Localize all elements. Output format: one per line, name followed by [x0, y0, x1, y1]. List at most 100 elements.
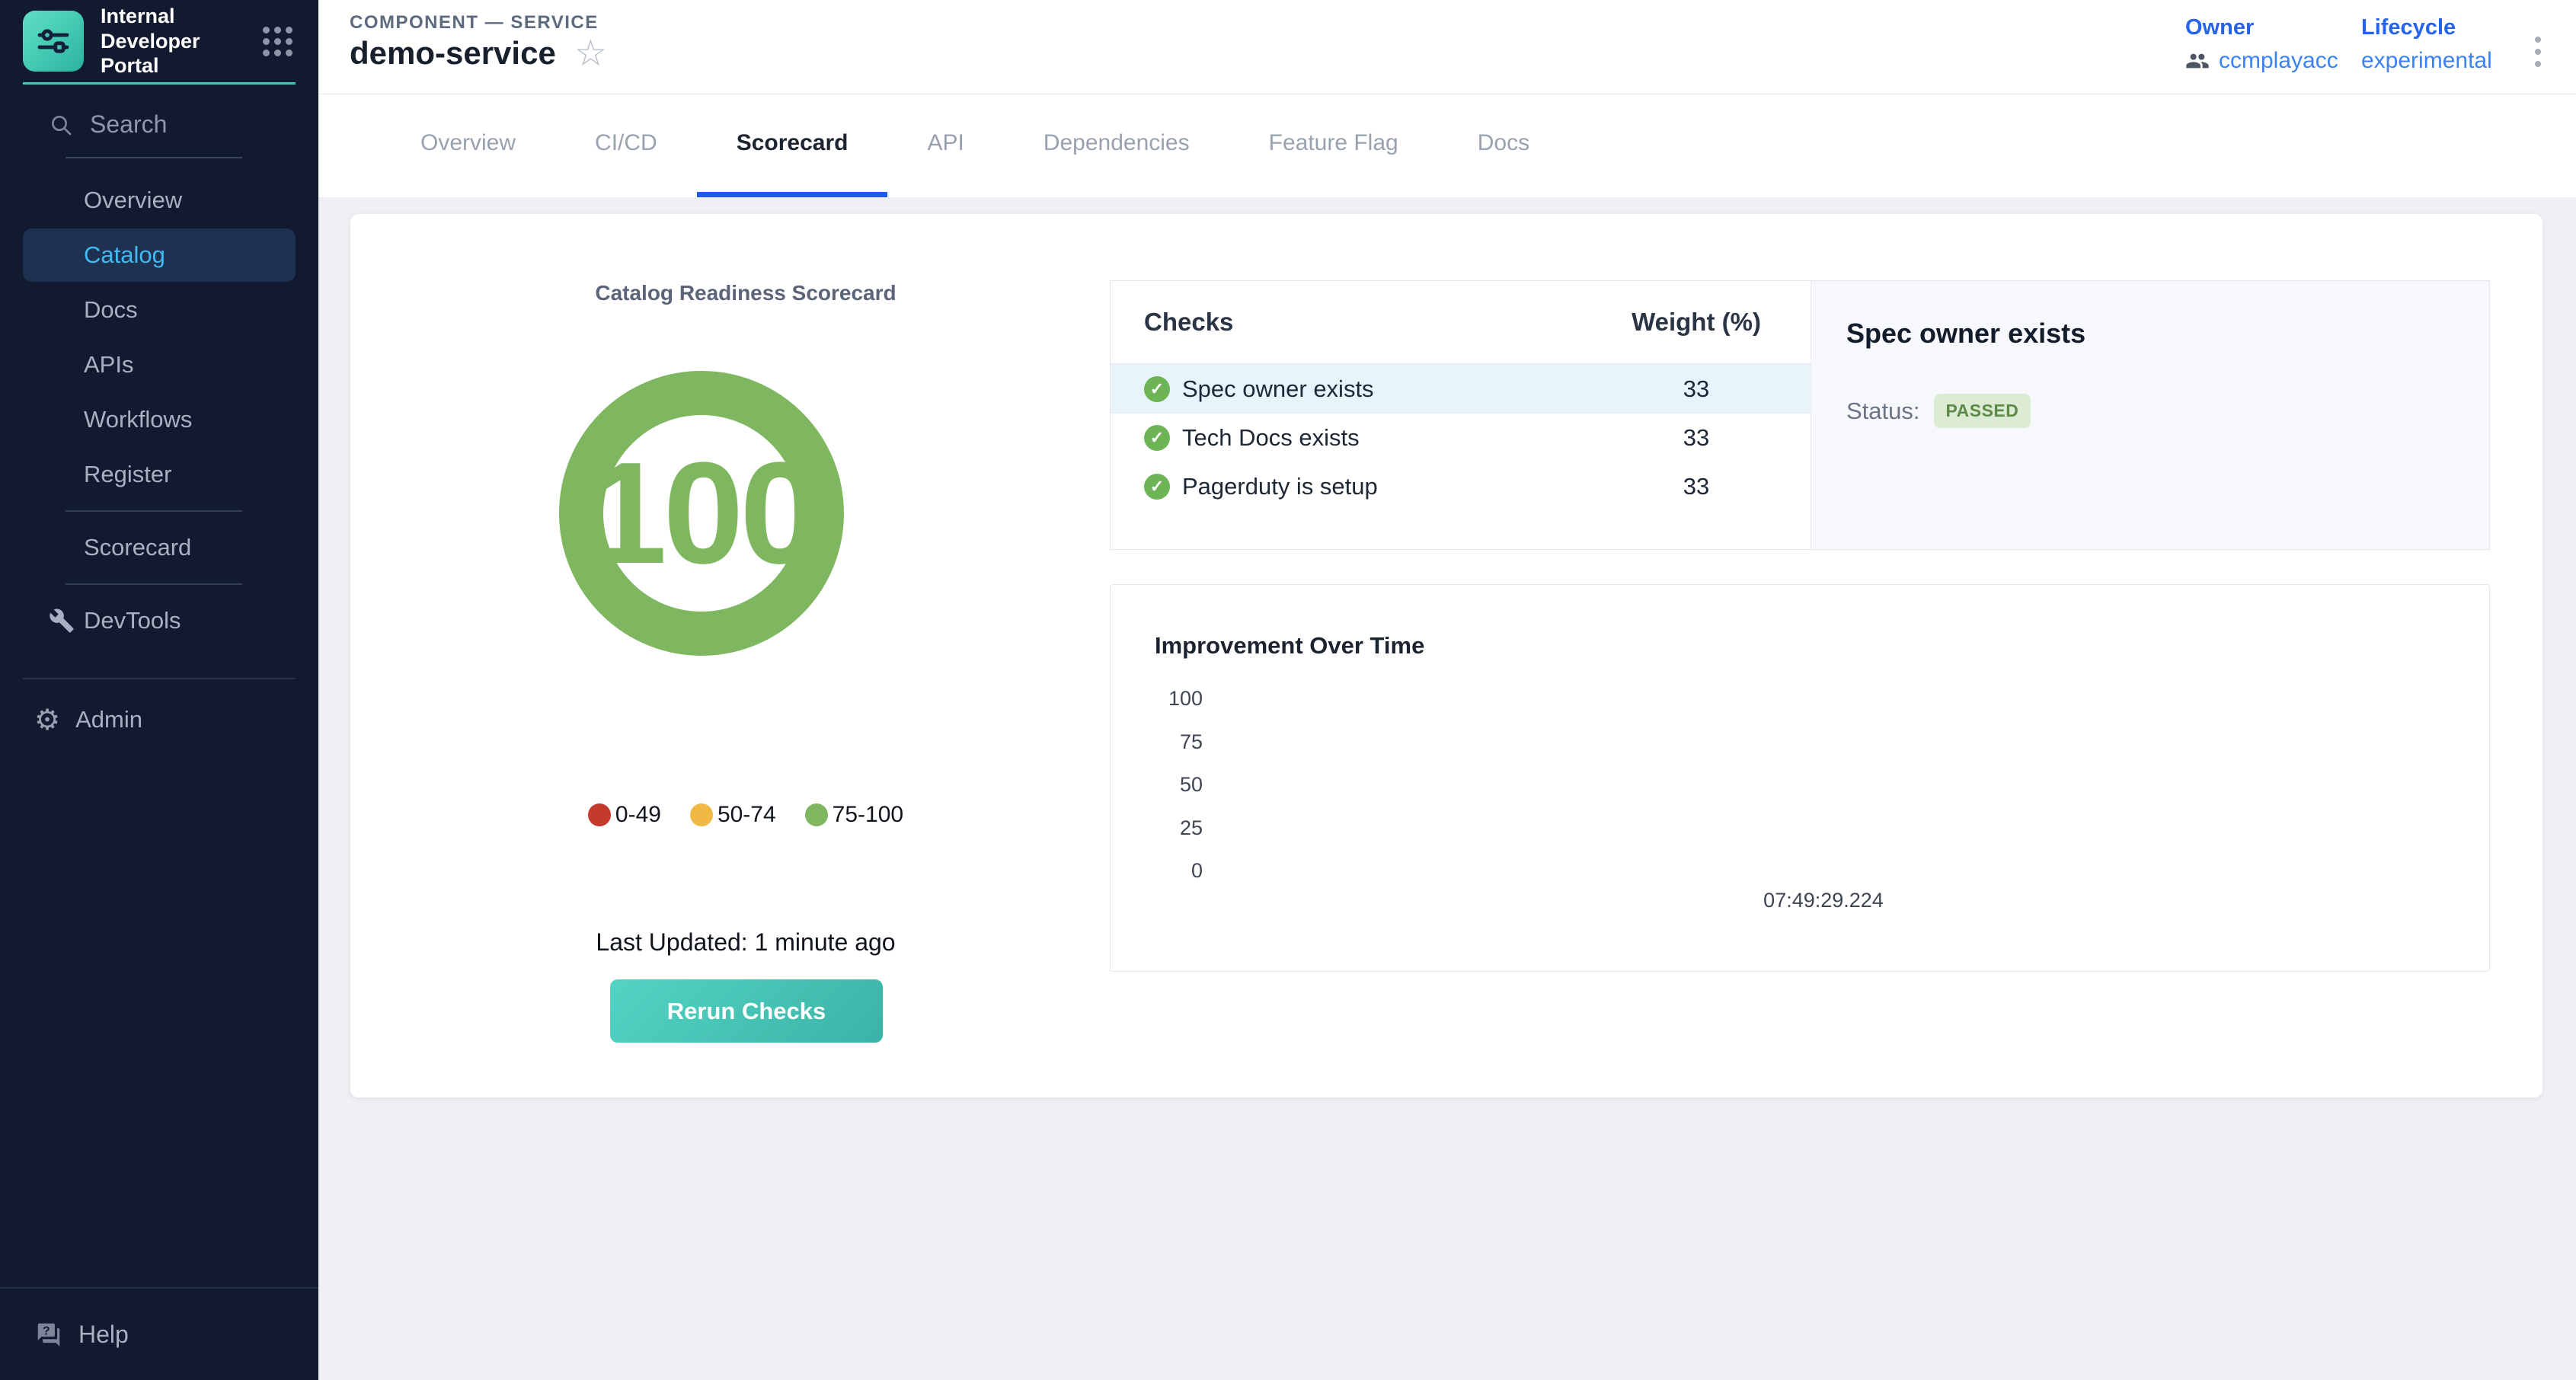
sidebar-item-help[interactable]: ? Help — [0, 1287, 318, 1380]
sidebar: Internal Developer Portal Search Overvie… — [0, 0, 318, 1380]
gauge-title: Catalog Readiness Scorecard — [559, 281, 932, 305]
score-legend: 0-49 50-74 75-100 — [559, 802, 932, 828]
sidebar-item-scorecard[interactable]: Scorecard — [23, 521, 296, 574]
sidebar-item-apis[interactable]: APIs — [23, 338, 296, 391]
page-title: demo-service — [350, 35, 556, 72]
nav-divider — [66, 583, 242, 585]
sidebar-item-devtools[interactable]: DevTools — [23, 594, 296, 647]
score-value: 100 — [586, 430, 817, 596]
more-options-kebab-icon[interactable] — [2532, 34, 2544, 70]
sidebar-item-label: DevTools — [84, 607, 181, 634]
weight-column-header: Weight (%) — [1582, 308, 1811, 337]
tab-dependencies[interactable]: Dependencies — [1004, 94, 1229, 197]
favorite-star-icon[interactable]: ☆ — [574, 35, 607, 72]
legend-dot — [805, 803, 828, 826]
y-tick-label: 25 — [1111, 816, 1203, 840]
legend-label: 0-49 — [615, 802, 661, 828]
check-name: Spec owner exists — [1182, 375, 1374, 403]
chart-title: Improvement Over Time — [1155, 632, 1424, 660]
check-passed-icon: ✓ — [1144, 425, 1170, 451]
check-weight: 33 — [1582, 473, 1811, 500]
rerun-checks-button[interactable]: Rerun Checks — [610, 979, 883, 1043]
sidebar-item-label: Workflows — [84, 406, 192, 433]
tab-api[interactable]: API — [887, 94, 1003, 197]
sidebar-item-docs[interactable]: Docs — [23, 283, 296, 337]
checks-panel: Checks Weight (%) ✓Spec owner exists33✓T… — [1110, 280, 2490, 550]
check-name-cell: ✓ Spec owner exists — [1111, 375, 1582, 403]
owner-label[interactable]: Owner — [2185, 15, 2338, 40]
app-title: Internal Developer Portal — [101, 4, 263, 78]
check-row[interactable]: ✓Tech Docs exists33 — [1111, 414, 1811, 462]
app-logo-block: Internal Developer Portal — [0, 0, 318, 82]
apps-grid-icon[interactable] — [263, 27, 292, 56]
legend-dot — [588, 803, 611, 826]
check-row[interactable]: ✓Pagerduty is setup33 — [1111, 462, 1811, 511]
group-icon — [2185, 49, 2210, 73]
x-tick-label: 07:49:29.224 — [1763, 889, 1884, 912]
sidebar-item-label: Scorecard — [84, 534, 191, 561]
sidebar-item-label: Overview — [84, 187, 182, 214]
check-detail-pane: Spec owner exists Status: PASSED — [1811, 281, 2489, 549]
sidebar-item-label: APIs — [84, 351, 133, 379]
legend-dot — [690, 803, 713, 826]
check-weight: 33 — [1582, 424, 1811, 452]
legend-label: 75-100 — [833, 802, 903, 828]
entity-tabs: OverviewCI/CDScorecardAPIDependenciesFea… — [318, 94, 2576, 197]
tab-overview[interactable]: Overview — [381, 94, 555, 197]
content-area: Catalog Readiness Scorecard 100 0-49 50-7… — [318, 197, 2576, 1380]
sidebar-item-register[interactable]: Register — [23, 448, 296, 501]
last-updated-text: Last Updated: 1 minute ago — [483, 928, 1008, 957]
tab-scorecard[interactable]: Scorecard — [697, 94, 888, 197]
y-tick-label: 50 — [1111, 772, 1203, 797]
sidebar-item-catalog[interactable]: Catalog — [23, 228, 296, 282]
help-chat-icon: ? — [34, 1320, 63, 1349]
sidebar-item-label: Register — [84, 461, 171, 488]
tab-feature-flag[interactable]: Feature Flag — [1229, 94, 1438, 197]
checks-table: Checks Weight (%) ✓Spec owner exists33✓T… — [1111, 281, 1811, 549]
improvement-chart: Improvement Over Time 100755025007:49:29… — [1110, 584, 2490, 972]
svg-text:?: ? — [43, 1325, 50, 1338]
check-passed-icon: ✓ — [1144, 474, 1170, 500]
help-label: Help — [78, 1321, 129, 1349]
lifecycle-label[interactable]: Lifecycle — [2361, 15, 2492, 40]
search-input[interactable]: Search — [0, 110, 318, 139]
wrench-icon — [49, 608, 84, 634]
check-weight: 33 — [1582, 375, 1811, 403]
owner-value-link[interactable]: ccmplayacc — [2185, 48, 2338, 74]
score-gauge: 100 — [559, 371, 844, 656]
sidebar-item-overview[interactable]: Overview — [23, 174, 296, 227]
search-placeholder: Search — [90, 110, 167, 139]
search-divider — [66, 157, 242, 158]
lifecycle-value: experimental — [2361, 48, 2492, 74]
sidebar-item-admin[interactable]: ⚙ Admin — [0, 679, 318, 734]
tab-docs[interactable]: Docs — [1438, 94, 1569, 197]
entity-header: COMPONENT — SERVICE demo-service ☆ Owner… — [318, 0, 2576, 94]
check-name-cell: ✓Pagerduty is setup — [1111, 473, 1582, 500]
owner-block: Owner ccmplayacc — [2185, 15, 2338, 74]
check-row[interactable]: ✓ Spec owner exists 33 — [1111, 365, 1811, 414]
app-logo-icon — [23, 11, 84, 72]
scorecard-card: Catalog Readiness Scorecard 100 0-49 50-7… — [350, 213, 2543, 1098]
lifecycle-block: Lifecycle experimental — [2361, 15, 2492, 74]
tab-ci-cd[interactable]: CI/CD — [555, 94, 697, 197]
checks-column-header: Checks — [1111, 308, 1582, 337]
y-tick-label: 0 — [1111, 858, 1203, 883]
brand-divider — [23, 82, 296, 85]
admin-label: Admin — [75, 706, 142, 733]
legend-item: 50-74 — [690, 802, 776, 828]
sidebar-item-label: Docs — [84, 296, 138, 324]
check-passed-icon: ✓ — [1144, 376, 1170, 402]
check-name-cell: ✓Tech Docs exists — [1111, 424, 1582, 452]
search-icon — [49, 113, 73, 137]
nav-divider — [66, 510, 242, 512]
breadcrumb: COMPONENT — SERVICE — [350, 12, 599, 34]
sidebar-item-workflows[interactable]: Workflows — [23, 393, 296, 446]
sidebar-item-label: Catalog — [84, 241, 165, 269]
legend-item: 0-49 — [588, 802, 661, 828]
check-detail-title: Spec owner exists — [1846, 318, 2454, 350]
legend-label: 50-74 — [718, 802, 776, 828]
y-tick-label: 75 — [1111, 730, 1203, 754]
checks-table-header: Checks Weight (%) — [1111, 281, 1811, 365]
legend-item: 75-100 — [805, 802, 903, 828]
status-label: Status: — [1846, 398, 1920, 425]
